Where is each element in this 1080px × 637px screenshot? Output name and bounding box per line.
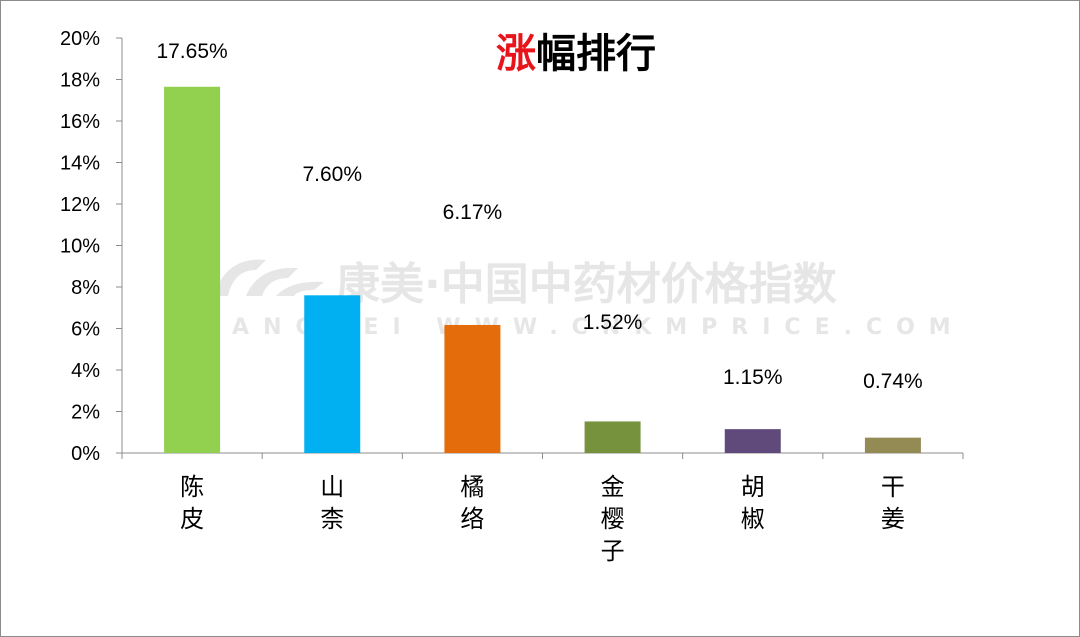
bars bbox=[164, 86, 921, 453]
bar bbox=[584, 421, 641, 453]
y-tick-label: 14% bbox=[60, 153, 100, 175]
data-label: 17.65% bbox=[156, 40, 227, 63]
watermark-logo-icon bbox=[214, 259, 324, 296]
y-tick-label: 8% bbox=[71, 277, 100, 299]
bar bbox=[164, 86, 221, 453]
bar bbox=[724, 429, 781, 453]
x-axis bbox=[121, 452, 964, 459]
y-tick-label: 16% bbox=[60, 111, 100, 133]
y-tick-label: 0% bbox=[71, 443, 100, 465]
category-labels: 陈皮 山柰 橘络 金樱子 胡椒 干姜 bbox=[180, 473, 905, 565]
y-tick-label: 20% bbox=[60, 28, 100, 50]
y-axis: 0% 2% 4% 6% 8% 10% 12% 14% 16% 18% 20% bbox=[60, 28, 123, 465]
y-tick-label: 10% bbox=[60, 236, 100, 258]
data-label: 1.52% bbox=[583, 311, 643, 334]
x-tick-label: 胡椒 bbox=[741, 473, 765, 533]
x-tick-label: 橘络 bbox=[460, 473, 484, 533]
chart-title-rest: 幅排行 bbox=[536, 31, 656, 77]
y-tick-label: 6% bbox=[71, 319, 100, 341]
x-tick-label: 金樱子 bbox=[601, 473, 625, 565]
x-tick-label: 陈皮 bbox=[180, 473, 204, 533]
y-tick-label: 12% bbox=[60, 194, 100, 216]
bar bbox=[304, 295, 361, 453]
y-tick-label: 4% bbox=[71, 360, 100, 382]
y-tick-label: 2% bbox=[71, 402, 100, 424]
x-tick-label: 干姜 bbox=[881, 473, 905, 533]
chart-title-highlight: 涨 bbox=[496, 31, 536, 77]
data-label: 0.74% bbox=[863, 370, 923, 393]
y-tick-label: 18% bbox=[60, 70, 100, 92]
bar bbox=[864, 437, 921, 453]
bar bbox=[444, 324, 501, 453]
data-label: 7.60% bbox=[302, 163, 362, 186]
data-label: 1.15% bbox=[723, 366, 783, 389]
watermark-text: 康美·中国中药材价格指数 bbox=[336, 259, 837, 310]
chart-title: 涨幅排行 bbox=[496, 31, 656, 77]
x-tick-label: 山柰 bbox=[320, 473, 344, 533]
data-labels: 17.65% 7.60% 6.17% 1.52% 1.15% 0.74% bbox=[156, 40, 922, 393]
data-label: 6.17% bbox=[443, 201, 503, 224]
